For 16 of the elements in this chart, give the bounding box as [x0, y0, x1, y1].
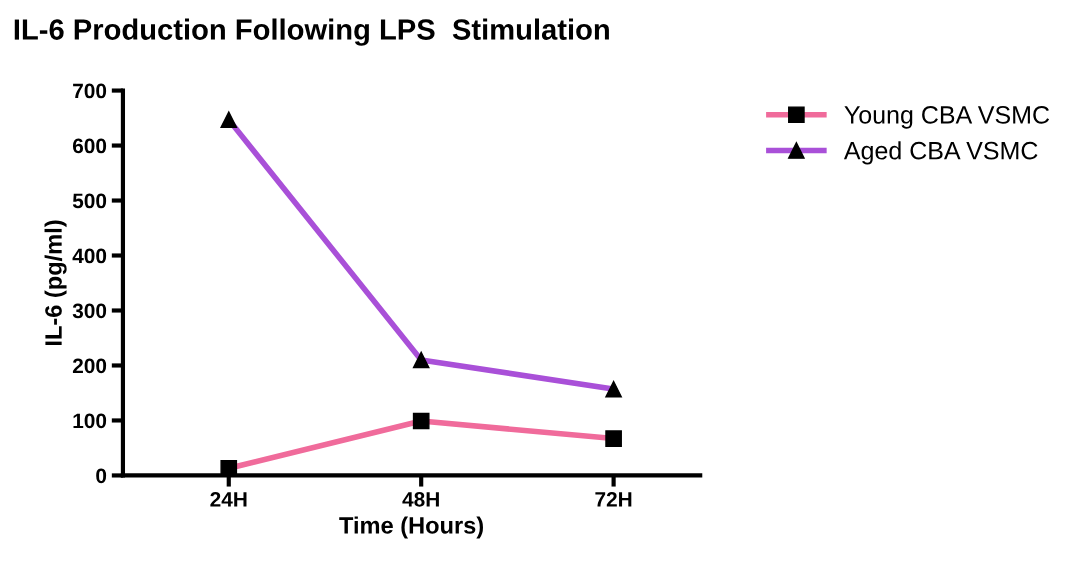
y-axis-title: IL-6 (pg/ml) — [44, 220, 67, 346]
y-tick-label: 500 — [72, 193, 107, 209]
chart-title: IL-6 Production Following LPS Stimulation — [14, 18, 609, 46]
legend-label: Young CBA VSMC — [844, 106, 1050, 129]
y-tick-label: 0 — [96, 468, 107, 484]
x-tick-label: 24H — [210, 491, 247, 507]
y-tick-label: 200 — [72, 358, 107, 374]
x-tick-label: 48H — [402, 491, 439, 507]
legend-label: Aged CBA VSMC — [843, 141, 1038, 165]
y-tick-label: 700 — [73, 83, 107, 99]
y-tick-label: 400 — [72, 248, 107, 264]
x-tick-label: 72H — [595, 491, 632, 507]
x-axis-title: Time (Hours) — [339, 516, 483, 539]
y-tick-label: 100 — [73, 413, 107, 429]
y-tick-label: 600 — [72, 138, 107, 154]
y-tick-label: 300 — [72, 303, 107, 319]
